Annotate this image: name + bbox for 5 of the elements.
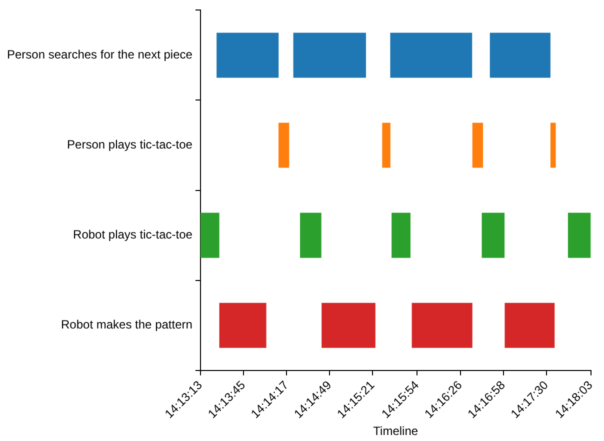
y-tick-label: Robot plays tic-tac-toe <box>73 228 193 242</box>
y-tick-label: Person searches for the next piece <box>7 48 193 62</box>
y-tick-label: Robot makes the pattern <box>61 318 192 332</box>
y-tick-label: Person plays tic-tac-toe <box>67 138 193 152</box>
x-axis-title: Timeline <box>373 424 418 438</box>
